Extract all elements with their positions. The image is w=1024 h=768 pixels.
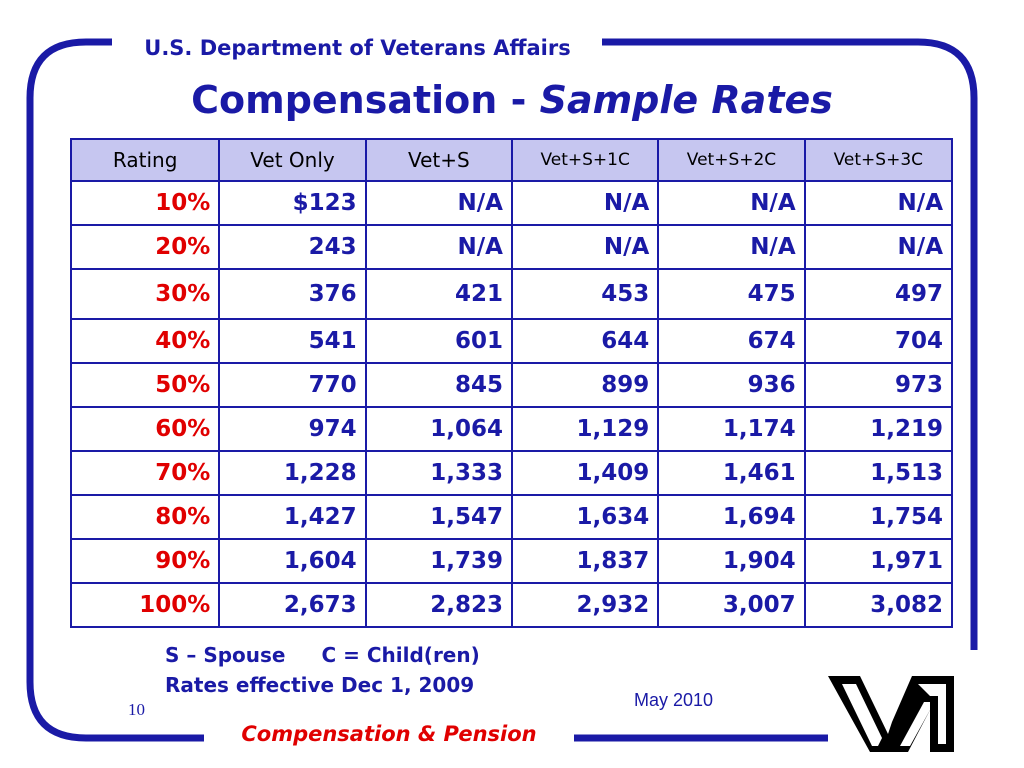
legend-child: C = Child(ren) — [321, 643, 480, 667]
rate-cell: 1,634 — [510, 494, 660, 540]
table-row: 10% $123 N/A N/A N/A N/A — [69, 180, 954, 226]
column-header-vet-spouse-2-children: Vet+S+2C — [657, 138, 806, 182]
rate-cell: 3,082 — [803, 582, 954, 628]
rate-cell: 475 — [657, 268, 806, 320]
rate-cell: N/A — [510, 224, 660, 270]
rate-cell: 1,461 — [657, 450, 806, 496]
table-row: 80% 1,427 1,547 1,634 1,694 1,754 — [69, 494, 954, 540]
table-row: 30% 376 421 453 475 497 — [69, 268, 954, 320]
rating-cell: 60% — [69, 406, 221, 452]
rating-cell: 70% — [69, 450, 221, 496]
rate-cell: 1,174 — [657, 406, 806, 452]
rate-cell: 3,007 — [657, 582, 806, 628]
rate-cell: 1,427 — [218, 494, 367, 540]
column-header-vet-spouse-3-children: Vet+S+3C — [803, 138, 954, 182]
rate-cell: 1,219 — [803, 406, 954, 452]
rating-cell: 80% — [69, 494, 221, 540]
footer-label: Compensation & Pension — [208, 716, 570, 752]
rate-cell: 453 — [510, 268, 660, 320]
table-header-row: Rating Vet Only Vet+S Vet+S+1C Vet+S+2C … — [69, 138, 954, 182]
effective-date-note: Rates effective Dec 1, 2009 — [165, 673, 475, 697]
rate-cell: 845 — [364, 362, 513, 408]
page-number: 10 — [128, 700, 145, 719]
rate-cell: 421 — [364, 268, 513, 320]
rate-cell: 674 — [657, 318, 806, 364]
rate-cell: 1,694 — [657, 494, 806, 540]
rate-cell: 973 — [803, 362, 954, 408]
slide-date: May 2010 — [634, 690, 714, 710]
rate-cell: 704 — [803, 318, 954, 364]
rating-cell: 10% — [69, 180, 221, 226]
rate-cell: 770 — [218, 362, 367, 408]
rate-cell: N/A — [364, 224, 513, 270]
rate-cell: 1,547 — [364, 494, 513, 540]
rate-cell: N/A — [657, 224, 806, 270]
rate-cell: 936 — [657, 362, 806, 408]
rate-cell: N/A — [803, 180, 954, 226]
rating-cell: 100% — [69, 582, 221, 628]
title-emphasis: Sample Rates — [539, 78, 833, 122]
rate-cell: 1,409 — [510, 450, 660, 496]
rate-cell: 1,754 — [803, 494, 954, 540]
table-row: 50% 770 845 899 936 973 — [69, 362, 954, 408]
rate-cell: 1,129 — [510, 406, 660, 452]
rating-cell: 50% — [69, 362, 221, 408]
va-logo-icon — [828, 676, 954, 752]
table-row: 70% 1,228 1,333 1,409 1,461 1,513 — [69, 450, 954, 496]
rating-cell: 30% — [69, 268, 221, 320]
rate-cell: 497 — [803, 268, 954, 320]
table-row: 20% 243 N/A N/A N/A N/A — [69, 224, 954, 270]
column-header-rating: Rating — [69, 138, 221, 182]
rate-cell: 1,837 — [510, 538, 660, 584]
rate-cell: 2,673 — [218, 582, 367, 628]
rate-cell: 644 — [510, 318, 660, 364]
rate-cell: 1,739 — [364, 538, 513, 584]
rate-cell: $123 — [218, 180, 367, 226]
rate-cell: 899 — [510, 362, 660, 408]
rating-cell: 40% — [69, 318, 221, 364]
rating-cell: 20% — [69, 224, 221, 270]
column-header-vet-spouse: Vet+S — [364, 138, 513, 182]
column-header-vet-only: Vet Only — [218, 138, 367, 182]
table-row: 40% 541 601 644 674 704 — [69, 318, 954, 364]
rate-cell: 1,904 — [657, 538, 806, 584]
rate-cell: N/A — [364, 180, 513, 226]
rate-cell: 243 — [218, 224, 367, 270]
page-title: Compensation - Sample Rates — [0, 72, 1024, 128]
rate-cell: 2,823 — [364, 582, 513, 628]
rate-cell: 376 — [218, 268, 367, 320]
rating-cell: 90% — [69, 538, 221, 584]
rate-cell: N/A — [803, 224, 954, 270]
rates-table: Rating Vet Only Vet+S Vet+S+1C Vet+S+2C … — [69, 138, 954, 628]
rate-cell: N/A — [657, 180, 806, 226]
table-notes: S – Spouse C = Child(ren) Rates effective… — [165, 640, 480, 700]
table-row: 90% 1,604 1,739 1,837 1,904 1,971 — [69, 538, 954, 584]
rate-cell: 1,513 — [803, 450, 954, 496]
rate-cell: 1,064 — [364, 406, 513, 452]
rate-cell: 974 — [218, 406, 367, 452]
rate-cell: 2,932 — [510, 582, 660, 628]
rate-cell: 1,228 — [218, 450, 367, 496]
organization-header: U.S. Department of Veterans Affairs — [120, 32, 595, 64]
rate-cell: 1,604 — [218, 538, 367, 584]
title-main: Compensation - — [191, 78, 540, 122]
rate-cell: 1,333 — [364, 450, 513, 496]
rate-cell: 601 — [364, 318, 513, 364]
rate-cell: N/A — [510, 180, 660, 226]
rate-cell: 541 — [218, 318, 367, 364]
table-row: 60% 974 1,064 1,129 1,174 1,219 — [69, 406, 954, 452]
rate-cell: 1,971 — [803, 538, 954, 584]
legend-spouse: S – Spouse — [165, 643, 286, 667]
table-row: 100% 2,673 2,823 2,932 3,007 3,082 — [69, 582, 954, 628]
legend-line: S – Spouse C = Child(ren) — [165, 640, 480, 670]
column-header-vet-spouse-1-child: Vet+S+1C — [510, 138, 660, 182]
